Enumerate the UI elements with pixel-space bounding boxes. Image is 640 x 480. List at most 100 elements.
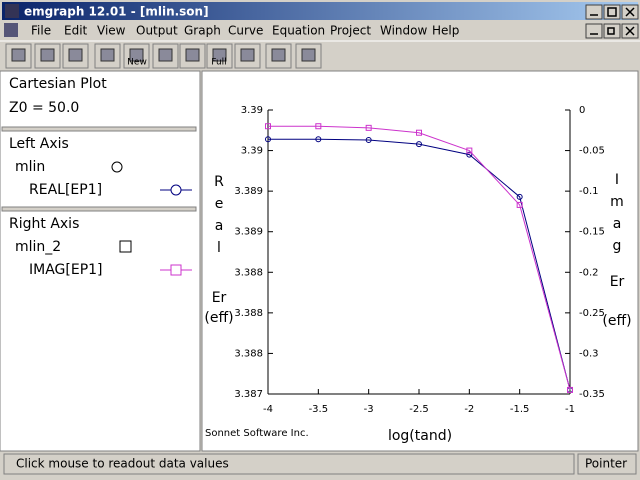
- y2-tick-label: 0: [579, 105, 585, 116]
- maximize-button[interactable]: [603, 4, 621, 20]
- point: [466, 151, 473, 158]
- button-icon: [100, 48, 115, 62]
- y-axis-label: Real: [211, 174, 227, 262]
- button-icon: [11, 48, 26, 62]
- button-icon: [240, 48, 255, 62]
- point: [466, 147, 473, 154]
- plot-type: Cartesian Plot: [9, 76, 107, 92]
- group-marker: [119, 240, 132, 253]
- y-axis-label: Er: [212, 290, 227, 306]
- x-axis-label: log(tand): [388, 428, 452, 444]
- right-axis-heading: Right Axis: [9, 216, 79, 232]
- y-tick-label: 3.39: [241, 146, 263, 157]
- y-tick-label: 3.387: [234, 389, 263, 400]
- y2-tick-label: -0.35: [579, 389, 605, 400]
- menu-item[interactable]: Output: [136, 24, 178, 38]
- series-line: [268, 138, 571, 391]
- toolbar: New Full: [5, 43, 322, 69]
- menu-item[interactable]: Help: [432, 24, 459, 38]
- button-icon: [68, 48, 83, 62]
- button-icon: [158, 48, 173, 62]
- app-icon: [5, 4, 19, 18]
- button-icon: [212, 48, 227, 62]
- status-mode-field: [577, 453, 637, 475]
- chart: 3.387 3.388 3.388 3.388 3.389 3.389 3.39 3.39 -0…: [204, 105, 631, 444]
- button-icon: [271, 48, 286, 62]
- title-bar: [2, 2, 638, 20]
- x-tick-label: -1.5: [510, 404, 530, 415]
- chart-panel: [201, 70, 639, 452]
- toolbar-label: New: [127, 58, 147, 68]
- menu-item[interactable]: File: [31, 24, 51, 38]
- x-tick-label: -2.5: [409, 404, 429, 415]
- status-message: Click mouse to readout data values: [16, 457, 229, 471]
- x-tick-label: -2: [464, 404, 474, 415]
- point: [516, 201, 523, 208]
- window-title: emgraph 12.01 - [mlin.son]: [24, 5, 209, 19]
- y-axis-label: (eff): [204, 310, 233, 326]
- point: [365, 137, 372, 144]
- point: [516, 193, 523, 200]
- menu-item[interactable]: Graph: [184, 24, 221, 38]
- legend-label: IMAG[EP1]: [29, 262, 103, 278]
- z0: Z0 = 50.0: [9, 100, 79, 116]
- toolbar-label: Full: [211, 58, 226, 68]
- doc-restore-button[interactable]: [603, 23, 621, 39]
- divider: [1, 126, 197, 132]
- y-tick-label: 3.388: [234, 348, 263, 359]
- status-field: [3, 453, 575, 475]
- status-mode: Pointer: [585, 457, 627, 471]
- button-icon: [40, 48, 55, 62]
- y-tick-label: 3.388: [234, 267, 263, 278]
- x-tick-label: -4: [263, 404, 273, 415]
- minimize-button[interactable]: [585, 4, 603, 20]
- right-axis-group: mlin_2: [15, 239, 61, 255]
- y2-tick-label: -0.25: [579, 308, 605, 319]
- left-axis-group: mlin: [15, 159, 45, 175]
- button-icon: [129, 48, 144, 62]
- y-tick-label: 3.389: [234, 186, 263, 197]
- button-icon: [301, 48, 316, 62]
- doc-icon: [4, 23, 18, 37]
- menu-item[interactable]: Curve: [228, 24, 263, 38]
- x-tick-label: -3: [364, 404, 374, 415]
- left-axis-heading: Left Axis: [9, 136, 69, 152]
- menu-item[interactable]: Equation: [272, 24, 325, 38]
- menu-item[interactable]: View: [97, 24, 126, 38]
- point: [567, 386, 573, 393]
- y-tick-label: 3.388: [234, 308, 263, 319]
- credit: Sonnet Software Inc.: [205, 428, 309, 439]
- point: [416, 129, 422, 136]
- doc-minimize-button[interactable]: [585, 23, 603, 39]
- point: [365, 124, 372, 131]
- series-line: [268, 125, 571, 391]
- toolbar-button[interactable]: [5, 43, 32, 69]
- button-icon: [185, 48, 200, 62]
- divider: [1, 206, 197, 212]
- x-tick-label: -1: [565, 404, 575, 415]
- y2-axis-label: Er: [610, 274, 625, 290]
- menu-item[interactable]: Edit: [64, 24, 88, 38]
- y2-tick-label: -0.3: [579, 348, 599, 359]
- legend-label: REAL[EP1]: [29, 182, 102, 198]
- menu-item[interactable]: Project: [330, 24, 371, 38]
- y2-tick-label: -0.15: [579, 227, 605, 238]
- window-controls: [585, 4, 639, 39]
- menu-item[interactable]: Window: [380, 24, 428, 38]
- point: [416, 141, 422, 148]
- point: [265, 123, 271, 130]
- y2-axis-label: (eff): [602, 313, 631, 329]
- group-marker: [111, 161, 123, 173]
- left-panel: [0, 70, 201, 452]
- point: [265, 136, 271, 143]
- y2-tick-label: -0.2: [579, 267, 599, 278]
- legend-marker: [170, 184, 182, 196]
- y2-tick-label: -0.1: [579, 186, 599, 197]
- point: [315, 123, 322, 130]
- y-tick-label: 3.39: [241, 105, 263, 116]
- point: [315, 136, 322, 143]
- y-tick-label: 3.389: [234, 227, 263, 238]
- legend-marker: [170, 264, 182, 276]
- y2-tick-label: -0.05: [579, 146, 605, 157]
